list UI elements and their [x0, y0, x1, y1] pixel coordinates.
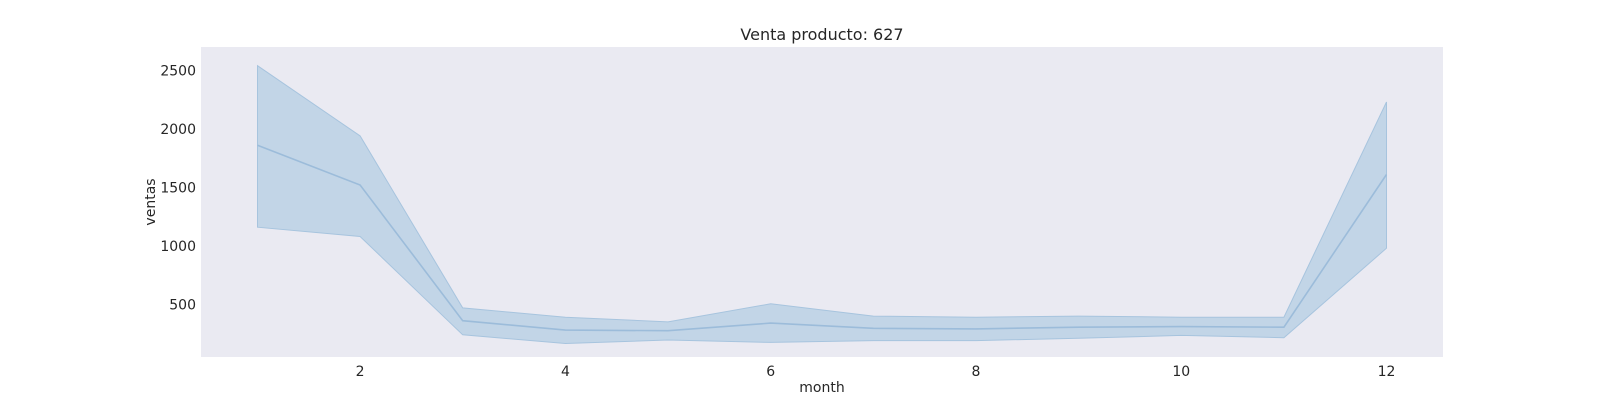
plot-area: [201, 47, 1443, 357]
x-tick-label: 6: [766, 364, 775, 380]
x-tick-label: 12: [1378, 364, 1396, 380]
x-tick-labels: 2 4 6 8 10 12: [356, 364, 1396, 380]
y-tick-label: 2500: [160, 63, 196, 79]
x-tick-label: 4: [561, 364, 570, 380]
x-tick-label: 10: [1172, 364, 1190, 380]
y-tick-label: 1000: [160, 239, 196, 255]
confidence-band-layer: [257, 64, 1387, 345]
mean-line: [257, 144, 1388, 332]
x-tick-label: 2: [356, 364, 365, 380]
y-tick-label: 2000: [160, 122, 196, 138]
y-axis-label: ventas: [143, 178, 159, 225]
x-axis-label: month: [799, 380, 844, 396]
y-tick-label: 1500: [160, 180, 196, 196]
x-tick-label: 8: [972, 364, 981, 380]
confidence-band: [257, 64, 1387, 345]
y-tick-label: 500: [169, 297, 196, 313]
mean-line-layer: [257, 144, 1388, 332]
chart-title: Venta producto: 627: [740, 25, 903, 44]
y-tick-labels: 500 1000 1500 2000 2500: [160, 63, 196, 313]
